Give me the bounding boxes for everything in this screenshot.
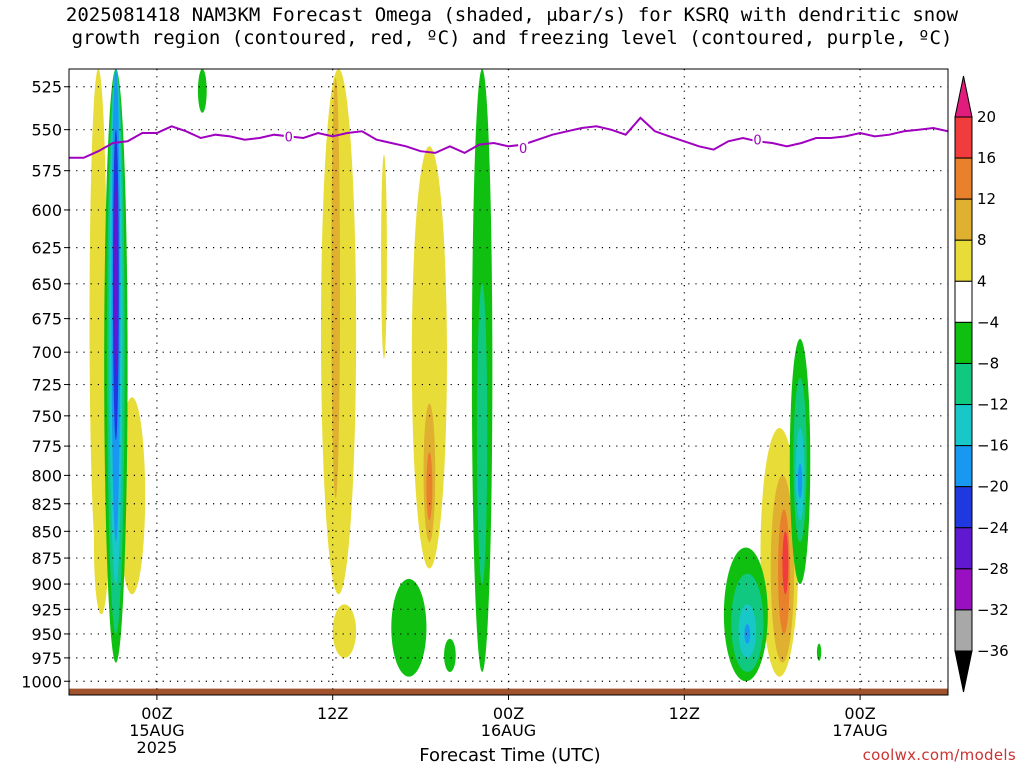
colorbar-label: −28 [977, 560, 1009, 578]
grid-lines [69, 69, 948, 695]
y-tick-label: 875 [31, 549, 62, 568]
omega-region-32 [744, 624, 751, 644]
site-credit: coolwx.com/models [862, 746, 1016, 764]
colorbar-label: 12 [977, 190, 996, 208]
colorbar-segment [954, 527, 973, 570]
x-tick-label: 00Z [493, 704, 524, 723]
omega-region-24 [782, 531, 789, 595]
y-tick-label: 525 [31, 78, 62, 97]
colorbar-segment [954, 280, 973, 323]
y-tick-label: 725 [31, 376, 62, 395]
y-tick-label: 675 [31, 310, 62, 329]
colorbar-label: −24 [977, 519, 1009, 537]
colorbar-segment [954, 609, 973, 652]
colorbar-label: −16 [977, 437, 1009, 455]
x-tick-label: 00Z [844, 704, 875, 723]
freezing-level-line [69, 116, 948, 159]
omega-region-12 [332, 604, 357, 658]
omega-region-11 [331, 77, 341, 499]
omega-region-13 [381, 154, 387, 359]
y-tick-label: 925 [31, 600, 62, 619]
omega-region-33 [816, 643, 822, 661]
colorbar-segment [954, 445, 973, 488]
colorbar-label: −12 [977, 396, 1009, 414]
omega-region-16 [426, 452, 433, 521]
y-tick-label: 775 [31, 437, 62, 456]
colorbar-segment [954, 362, 973, 406]
y-tick-label: 1000 [21, 672, 62, 691]
colorbar-segment [954, 116, 973, 159]
colorbar-label: −36 [977, 642, 1009, 660]
chart-title-line-1: 2025081418 NAM3KM Forecast Omega (shaded… [65, 4, 959, 26]
colorbar-label: −20 [977, 478, 1009, 496]
y-axis: 525 550 575 600 625 650 675 700 725 750 775 800 825 8… [21, 78, 69, 691]
colorbar-bottom-arrow [954, 650, 973, 693]
colorbar-segment [954, 157, 973, 200]
colorbar-segment [954, 568, 973, 611]
y-tick-label: 950 [31, 625, 62, 644]
freezing-label-bg-0 [283, 129, 294, 144]
y-tick-label: 650 [31, 275, 62, 294]
colorbar-label: 8 [977, 231, 987, 249]
x-tick-date: 15AUG [129, 721, 184, 740]
omega-region-1 [93, 475, 109, 615]
x-tick-date: 17AUG [832, 721, 887, 740]
omega-region-14 [411, 146, 447, 569]
freezing-level-label: 0 [753, 134, 761, 149]
y-tick-label: 700 [31, 343, 62, 362]
y-tick-label: 825 [31, 495, 62, 514]
y-tick-label: 975 [31, 649, 62, 668]
x-tick-year: 2025 [137, 738, 178, 757]
terrain-surface [69, 688, 948, 695]
x-axis-title: Forecast Time (UTC) [419, 745, 601, 766]
freezing-label-bg-1 [518, 140, 529, 155]
chart-title-line-2: growth region (contoured, red, ºC) and f… [71, 27, 953, 49]
y-tick-label: 625 [31, 239, 62, 258]
terrain-fill [69, 688, 948, 695]
omega-region-19 [391, 578, 427, 677]
colorbar-top-arrow [954, 75, 973, 118]
y-tick-label: 850 [31, 522, 62, 541]
omega-shading [89, 69, 822, 682]
y-tick-label: 800 [31, 466, 62, 485]
colorbar-segment [954, 486, 973, 529]
y-tick-label: 575 [31, 162, 62, 181]
colorbar-segment [954, 239, 973, 282]
colorbar-segment [954, 404, 973, 447]
colorbar-label: 4 [977, 272, 987, 290]
colorbar-label: 16 [977, 149, 996, 167]
colorbar-segment [954, 198, 973, 241]
x-tick-label: 12Z [669, 704, 700, 723]
omega-region-20 [444, 638, 456, 672]
colorbar-label: 20 [977, 108, 996, 126]
freezing-level-label: 0 [519, 142, 527, 157]
x-tick-date: 16AUG [481, 721, 536, 740]
x-tick-label: 00Z [141, 704, 172, 723]
omega-region-8 [113, 178, 118, 379]
chart-title: 2025081418 NAM3KM Forecast Omega (shaded… [0, 4, 1024, 50]
colorbar-label: −8 [977, 354, 999, 372]
freezing-label-bg-2 [752, 132, 763, 147]
omega-region-9 [197, 69, 207, 113]
omega-region-18 [477, 283, 488, 585]
colorbar: 20 16 12 8 4 −4 −8 −12 −16 −20 −24 −28 −32 −36 [954, 75, 1009, 693]
colorbar-segment [954, 321, 973, 364]
y-tick-label: 900 [31, 575, 62, 594]
y-tick-label: 600 [31, 201, 62, 220]
colorbar-label: −4 [977, 313, 999, 331]
omega-region-28 [797, 463, 803, 499]
y-tick-label: 550 [31, 121, 62, 140]
y-tick-label: 750 [31, 407, 62, 426]
colorbar-label: −32 [977, 601, 1009, 619]
x-tick-label: 12Z [317, 704, 348, 723]
freezing-level-label: 0 [285, 130, 293, 145]
freezing-level-contour: 0 0 0 [69, 116, 948, 159]
